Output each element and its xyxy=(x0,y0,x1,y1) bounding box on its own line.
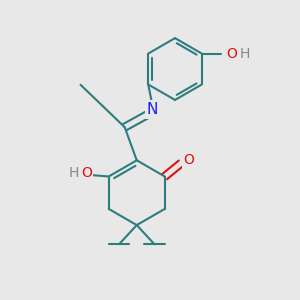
Text: O: O xyxy=(81,166,92,180)
Text: H: H xyxy=(68,166,79,180)
Text: O: O xyxy=(226,46,237,61)
Text: N: N xyxy=(147,102,158,117)
Text: O: O xyxy=(183,153,194,167)
Text: H: H xyxy=(239,46,250,61)
